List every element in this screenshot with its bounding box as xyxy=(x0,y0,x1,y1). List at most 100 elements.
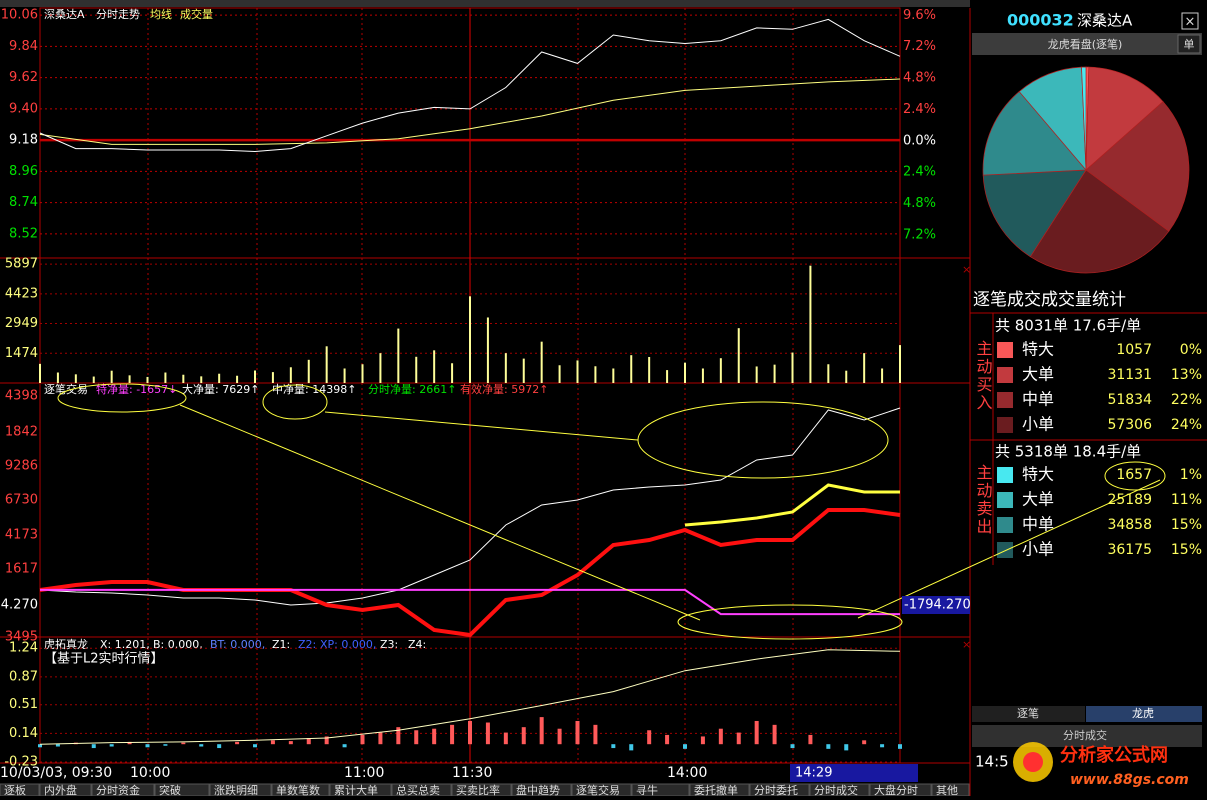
volume-bar xyxy=(576,360,579,383)
y-tick-label: -0.23 xyxy=(4,754,38,769)
tab-label[interactable]: 龙虎 xyxy=(1132,707,1154,720)
pane-header: 有效净量: 5972↑ xyxy=(460,382,548,396)
pane-header: Z1: xyxy=(272,638,290,651)
legend-swatch xyxy=(997,492,1013,508)
tab-label[interactable]: 内外盘 xyxy=(44,783,77,797)
signal-bar xyxy=(485,722,490,745)
legend-swatch xyxy=(997,367,1013,383)
volume-bar xyxy=(307,359,310,383)
signal-bar xyxy=(270,740,275,745)
signal-bar xyxy=(235,741,240,745)
signal-bar xyxy=(629,744,634,751)
volume-bar xyxy=(164,372,167,383)
tab-label[interactable]: 分时成交 xyxy=(814,783,858,797)
tab-label[interactable]: 逐板 xyxy=(4,783,26,797)
pane-header: Z3: xyxy=(380,638,398,651)
volume-bar xyxy=(200,376,203,383)
volume-bar xyxy=(56,372,59,383)
tab-active[interactable] xyxy=(1086,706,1202,722)
signal-bar xyxy=(862,740,867,745)
volume-bar xyxy=(325,346,328,383)
signal-bar xyxy=(342,744,347,748)
signal-bar xyxy=(396,727,401,745)
signal-bar xyxy=(557,728,562,745)
row-name: 特大 xyxy=(1022,340,1054,359)
volume-bar xyxy=(415,356,418,383)
signal-bar xyxy=(324,736,329,745)
tab-label[interactable]: 寻牛 xyxy=(636,783,658,797)
menu-strip xyxy=(0,0,970,7)
y-tick-label: 1842 xyxy=(5,425,38,440)
volume-bar xyxy=(827,364,830,383)
y2-tick-label: 2.4% xyxy=(903,165,936,180)
signal-bar xyxy=(38,744,42,748)
signal-bar xyxy=(91,744,96,749)
tab-label[interactable]: 大盘分时 xyxy=(874,783,918,797)
close-mark[interactable]: × xyxy=(962,263,971,276)
volume-bar xyxy=(110,370,113,383)
close-mark[interactable]: × xyxy=(962,638,971,651)
signal-bar xyxy=(468,720,472,745)
tab-label[interactable]: 逐笔 xyxy=(1017,706,1039,720)
tab-label[interactable]: 突破 xyxy=(159,783,181,797)
y2-tick-label: 7.2% xyxy=(903,39,936,54)
cursor-value: -1794.270 xyxy=(904,598,971,613)
y-tick-label: 0.14 xyxy=(9,726,38,741)
volume-bar xyxy=(218,373,221,383)
tab-label[interactable]: 涨跌明细 xyxy=(214,783,258,797)
x-tick-label: 10/03/03, 09:30 xyxy=(0,765,112,781)
row-volume: 51834 xyxy=(1107,392,1152,408)
signal-bar xyxy=(55,744,60,747)
y-tick-label: 1617 xyxy=(5,562,38,577)
row-volume: 36175 xyxy=(1107,542,1152,558)
tab[interactable] xyxy=(972,706,1085,722)
volume-bar xyxy=(236,375,239,383)
y-tick-label: 9.40 xyxy=(9,101,38,116)
volume-bar xyxy=(254,370,256,383)
volume-bar xyxy=(146,376,149,383)
pane-header: Z4: xyxy=(408,638,426,651)
tab-label[interactable]: 分时资金 xyxy=(96,783,140,797)
legend-swatch xyxy=(997,392,1013,408)
y2-tick-label: 7.2% xyxy=(903,227,936,242)
tab-label[interactable]: 买卖比率 xyxy=(456,783,500,797)
signal-bar xyxy=(683,744,687,749)
row-name: 特大 xyxy=(1022,465,1054,484)
bottom-header xyxy=(972,725,1202,747)
y2-tick-label: 0.0% xyxy=(903,133,936,148)
row-volume: 57306 xyxy=(1107,417,1152,433)
x-tick-label: 11:00 xyxy=(344,765,384,781)
panel-button-label[interactable]: 单 xyxy=(1184,38,1195,51)
tab-label[interactable]: 委托撤单 xyxy=(694,783,738,797)
close-icon[interactable]: × xyxy=(1185,15,1196,30)
signal-bar xyxy=(450,724,455,745)
pane-header: 均线 xyxy=(150,7,172,21)
bottom-title: 分时成交 xyxy=(1063,728,1107,742)
volume-bar xyxy=(451,363,454,383)
tab-label[interactable]: 其他 xyxy=(936,784,958,797)
row-pct: 15% xyxy=(1171,542,1202,558)
legend-swatch xyxy=(997,517,1013,533)
price-line xyxy=(39,18,901,153)
tab-label[interactable]: 累计大单 xyxy=(334,783,378,797)
tab-label[interactable]: 单数笔数 xyxy=(276,783,320,797)
volume-bar xyxy=(701,368,704,383)
volume-bar xyxy=(612,368,615,383)
y2-tick-label: 4.8% xyxy=(903,71,936,86)
tab-label[interactable]: 盘中趋势 xyxy=(516,783,560,797)
signal-bar xyxy=(718,728,723,745)
row-name: 中单 xyxy=(1022,515,1054,534)
tab-label[interactable]: 分时委托 xyxy=(754,783,798,797)
signal-bar xyxy=(199,744,204,747)
signal-bar xyxy=(898,744,902,749)
watermark: 分析家公式网 xyxy=(1060,744,1168,766)
y-tick-label: 8.52 xyxy=(9,226,38,241)
close-button[interactable] xyxy=(1181,12,1199,30)
volume-bar xyxy=(128,375,131,383)
tab-label[interactable]: 逐笔交易 xyxy=(576,783,620,797)
pie-slice xyxy=(1085,101,1190,232)
tab-label[interactable]: 总买总卖 xyxy=(396,783,440,797)
panel-button[interactable] xyxy=(1177,34,1201,54)
volume-bar xyxy=(630,355,633,383)
volume-bar xyxy=(773,364,776,383)
